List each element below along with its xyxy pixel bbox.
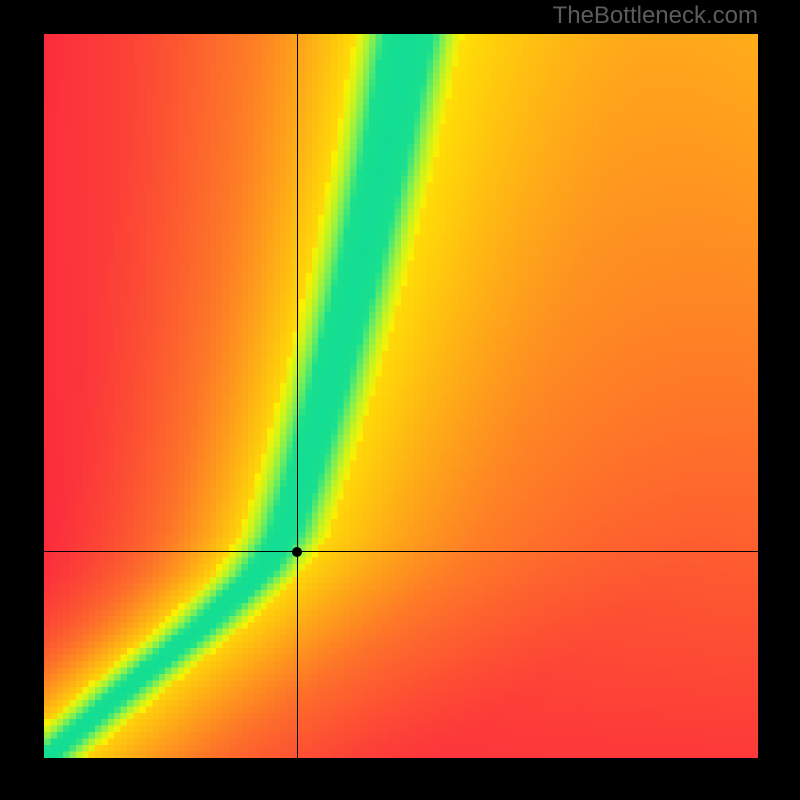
crosshair-vertical xyxy=(297,34,298,758)
bottleneck-heatmap xyxy=(44,34,758,758)
watermark-text: TheBottleneck.com xyxy=(553,2,758,30)
crosshair-horizontal xyxy=(44,551,758,552)
crosshair-marker xyxy=(292,547,302,557)
